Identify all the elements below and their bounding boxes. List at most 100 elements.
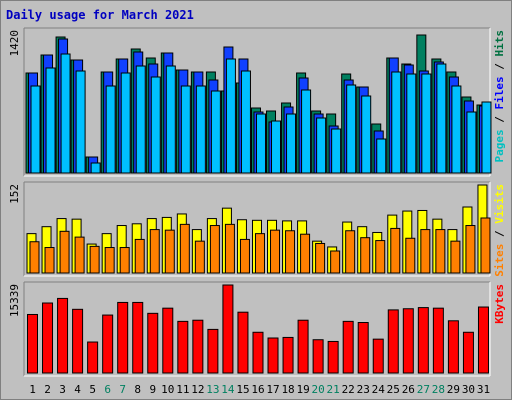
- bar-pages-3: [60, 53, 71, 174]
- bar-sites-17: [270, 229, 281, 274]
- bar-pages-22: [346, 84, 357, 174]
- bar-kbytes-27: [417, 307, 429, 374]
- bar-sites-18: [285, 230, 296, 274]
- bar-kbytes-15: [237, 311, 249, 374]
- bar-pages-20: [316, 117, 327, 174]
- bar-pages-18: [286, 113, 297, 174]
- bar-kbytes-8: [132, 301, 144, 374]
- bar-pages-29: [451, 85, 462, 174]
- bar-sites-15: [239, 238, 250, 274]
- bar-sites-25: [390, 227, 401, 274]
- day-label-8: 8: [134, 383, 141, 396]
- day-label-20: 20: [312, 383, 325, 396]
- axis-label-separator: /: [493, 57, 506, 77]
- panel-visits-axis-label: Sites / Visits: [493, 184, 506, 277]
- day-label-31: 31: [477, 383, 490, 396]
- bar-sites-7: [119, 247, 130, 274]
- day-label-26: 26: [402, 383, 415, 396]
- bar-pages-11: [180, 85, 191, 174]
- bar-pages-23: [361, 95, 372, 174]
- bar-pages-4: [75, 70, 86, 174]
- day-label-9: 9: [149, 383, 156, 396]
- bar-kbytes-14: [222, 284, 234, 374]
- bar-sites-11: [179, 223, 190, 274]
- bar-sites-22: [345, 230, 356, 274]
- bar-pages-16: [255, 113, 266, 174]
- day-label-28: 28: [432, 383, 445, 396]
- day-label-21: 21: [327, 383, 340, 396]
- bar-sites-21: [330, 250, 341, 274]
- bar-kbytes-5: [87, 341, 99, 374]
- bar-sites-9: [149, 229, 160, 274]
- day-label-27: 27: [417, 383, 430, 396]
- bar-sites-2: [44, 247, 55, 274]
- bar-pages-15: [240, 70, 251, 174]
- day-label-4: 4: [74, 383, 81, 396]
- day-label-14: 14: [221, 383, 235, 396]
- axis-label-sites: Sites: [493, 244, 506, 277]
- axis-label-files: Files: [493, 76, 506, 109]
- day-label-12: 12: [191, 383, 204, 396]
- axis-label-separator: /: [493, 110, 506, 130]
- bar-kbytes-22: [342, 320, 354, 374]
- bar-pages-21: [331, 128, 342, 174]
- bar-pages-2: [45, 67, 56, 174]
- bar-sites-12: [194, 240, 205, 274]
- bar-sites-19: [300, 233, 311, 274]
- bar-kbytes-23: [357, 322, 369, 374]
- panel-hits-axis-label: Pages / Files / Hits: [493, 30, 506, 163]
- bar-kbytes-24: [372, 338, 384, 374]
- bar-pages-12: [195, 85, 206, 174]
- bar-sites-4: [74, 236, 85, 274]
- bar-pages-5: [90, 162, 101, 174]
- bar-sites-29: [450, 240, 461, 274]
- axis-label-kbytes: KBytes: [493, 284, 506, 324]
- bar-kbytes-12: [192, 319, 204, 374]
- chart-title: Daily usage for March 2021: [6, 8, 194, 22]
- axis-label-visits: Visits: [493, 184, 506, 224]
- bar-sites-6: [104, 247, 115, 274]
- bar-pages-24: [376, 138, 387, 174]
- bar-kbytes-30: [462, 331, 474, 374]
- bar-kbytes-16: [252, 331, 264, 374]
- bar-kbytes-7: [117, 301, 129, 374]
- axis-label-pages: Pages: [493, 129, 506, 162]
- day-label-25: 25: [387, 383, 400, 396]
- bar-pages-26: [406, 73, 417, 174]
- bar-kbytes-1: [27, 313, 38, 374]
- bar-sites-28: [435, 229, 446, 274]
- bar-pages-8: [135, 65, 146, 174]
- panel-kbytes-axis-label: KBytes: [493, 284, 506, 324]
- bar-pages-7: [120, 72, 131, 174]
- day-label-29: 29: [447, 383, 460, 396]
- bar-pages-17: [271, 120, 282, 174]
- bar-kbytes-20: [312, 339, 324, 374]
- day-label-13: 13: [206, 383, 219, 396]
- day-label-22: 22: [342, 383, 355, 396]
- bar-kbytes-11: [177, 320, 189, 374]
- day-label-16: 16: [251, 383, 264, 396]
- day-label-24: 24: [372, 383, 386, 396]
- bar-sites-20: [315, 242, 326, 274]
- bar-kbytes-2: [42, 302, 54, 374]
- bar-sites-27: [420, 229, 431, 274]
- bar-kbytes-4: [72, 308, 84, 374]
- bar-kbytes-19: [297, 319, 309, 374]
- bar-kbytes-17: [267, 337, 279, 374]
- bar-sites-3: [59, 230, 70, 274]
- panel-kbytes-max-label: 15339: [8, 284, 21, 317]
- day-label-18: 18: [281, 383, 294, 396]
- axis-label-hits: Hits: [493, 30, 506, 57]
- bar-sites-14: [224, 223, 235, 274]
- bar-kbytes-28: [432, 307, 444, 374]
- bar-pages-25: [391, 71, 402, 174]
- panel-visits-max-label: 152: [8, 184, 21, 204]
- day-label-5: 5: [89, 383, 96, 396]
- bar-kbytes-3: [57, 297, 69, 374]
- bar-kbytes-9: [147, 312, 159, 374]
- bar-sites-10: [164, 229, 175, 274]
- bar-pages-31: [481, 101, 492, 174]
- day-label-30: 30: [462, 383, 475, 396]
- day-label-11: 11: [176, 383, 189, 396]
